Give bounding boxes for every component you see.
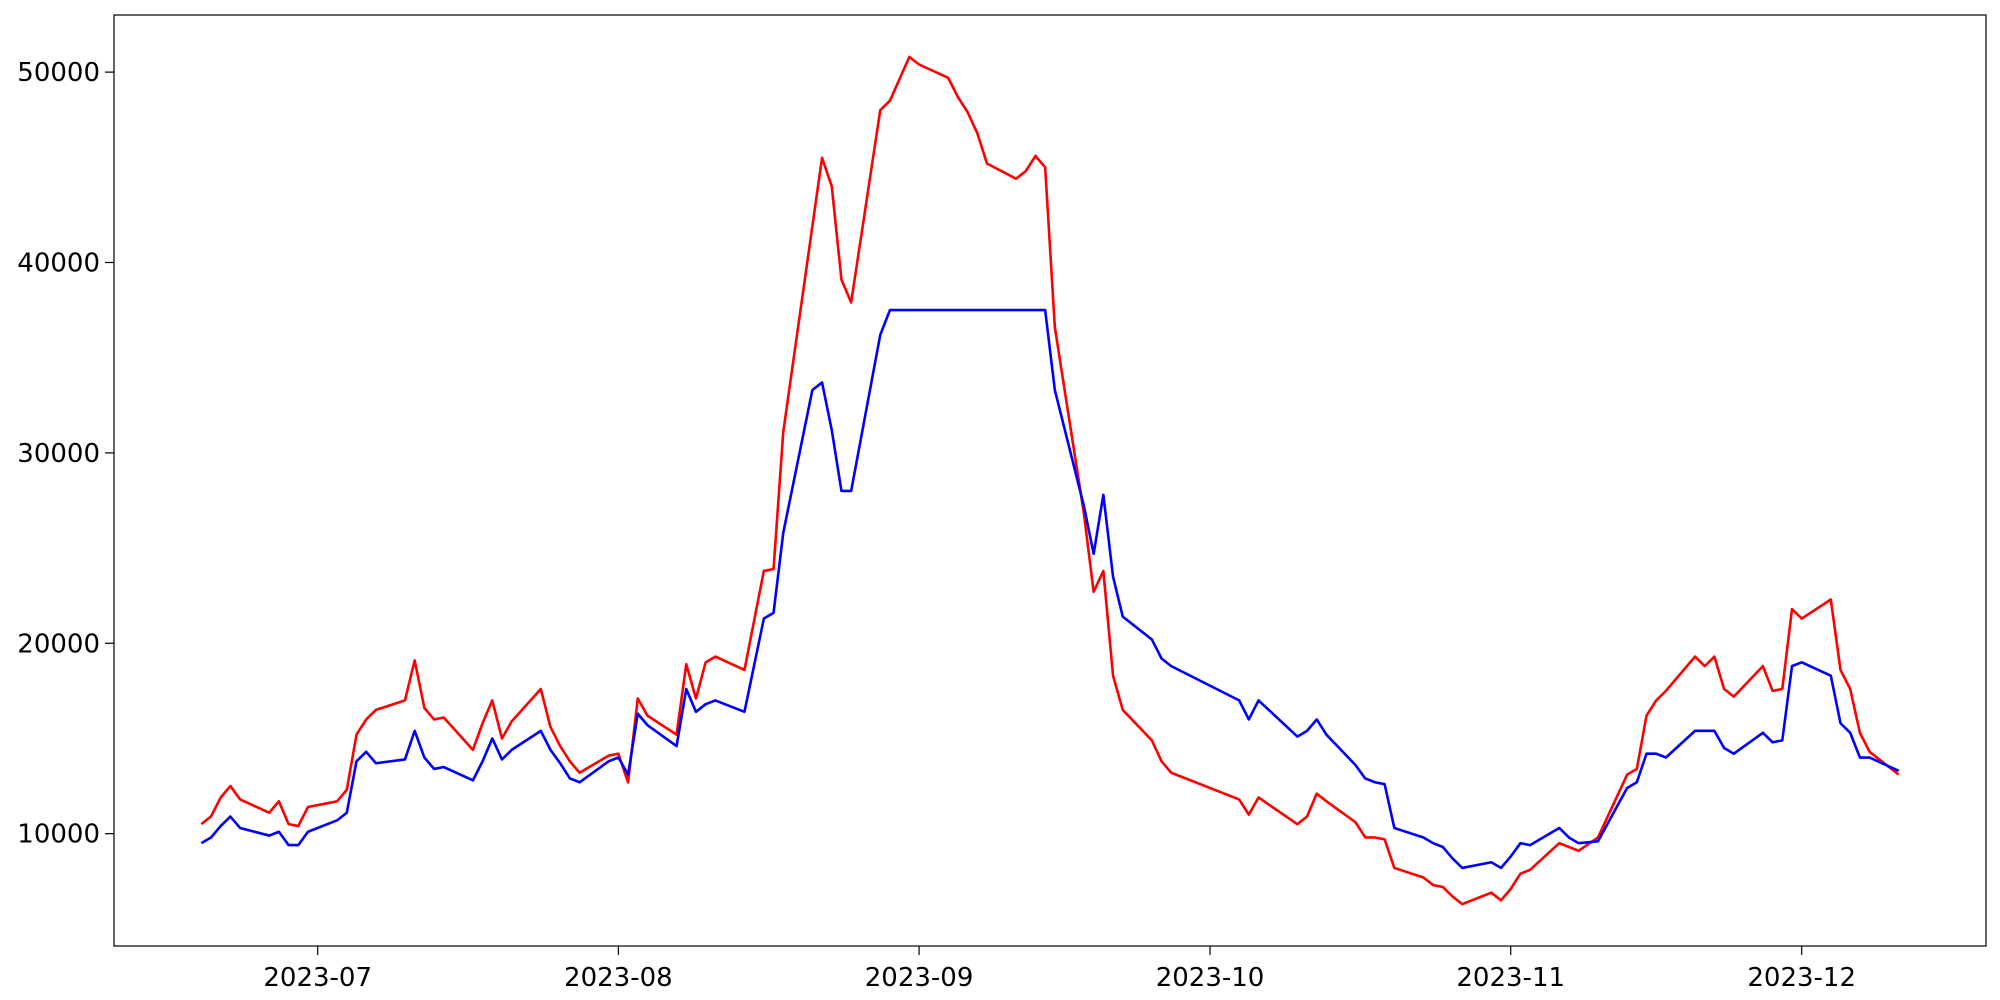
x-tick-label: 2023-10 [1156, 963, 1265, 993]
x-tick-label: 2023-09 [865, 963, 974, 993]
x-tick-label: 2023-08 [564, 963, 673, 993]
line-series [200, 308, 1900, 870]
y-tick-label: 50000 [17, 58, 100, 88]
y-tick-label: 10000 [17, 820, 100, 850]
y-tick-label: 20000 [17, 629, 100, 659]
x-tick-label: 2023-12 [1747, 963, 1856, 993]
plot-frame [113, 14, 1987, 947]
y-tick-label: 30000 [17, 439, 100, 469]
x-tick-label: 2023-11 [1456, 963, 1565, 993]
x-tick-label: 2023-07 [263, 963, 372, 993]
line-series [200, 55, 1900, 906]
y-tick-label: 40000 [17, 249, 100, 279]
